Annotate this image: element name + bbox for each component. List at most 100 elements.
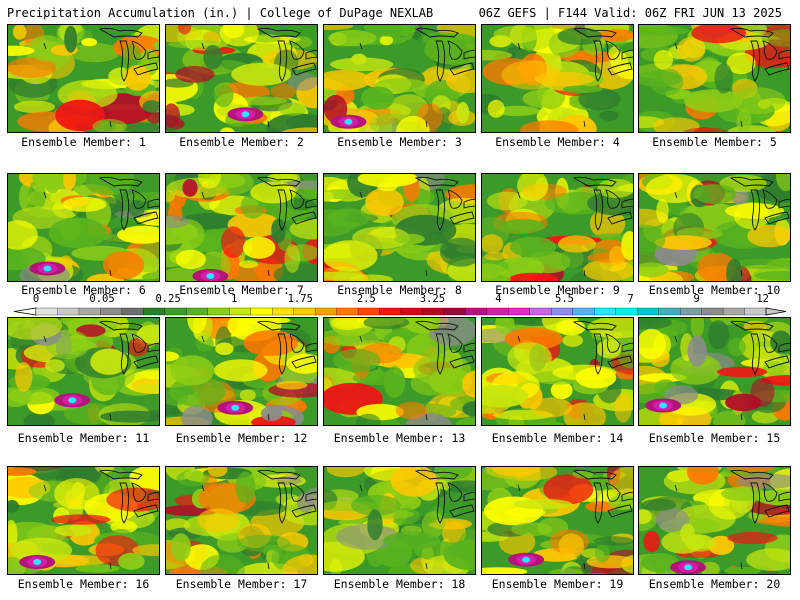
colorbar-swatch [744, 307, 767, 316]
heavy-precip-peak [522, 556, 531, 563]
precip-contour-blob [455, 417, 475, 425]
precip-contour-blob [8, 57, 57, 78]
precip-contour-blob [599, 110, 619, 121]
great-lakes-outline [414, 469, 475, 524]
precip-contour-blob [562, 334, 583, 347]
precip-contour-blob [237, 96, 288, 106]
great-lakes-outline [414, 320, 475, 375]
colorbar-tick-label: 1 [231, 293, 238, 305]
colorbar-tick-label: 0 [32, 293, 40, 305]
precip-map-svg [482, 318, 633, 425]
precip-contour-blob [726, 258, 743, 281]
state-border-tick [43, 335, 112, 421]
precip-contour-blob [377, 182, 398, 192]
colorbar-swatch [272, 307, 295, 316]
precip-contour-blob [282, 554, 317, 574]
ensemble-member-label: Ensemble Member: 2 [179, 135, 304, 149]
precip-contour-blob [132, 544, 159, 557]
precip-contour-blob [683, 89, 743, 113]
precip-contour-blob [175, 66, 215, 83]
precip-contour-blob [534, 71, 595, 87]
colorbar-swatch [551, 307, 574, 316]
precip-contour-blob [327, 208, 370, 228]
precip-contour-blob [166, 351, 180, 362]
precip-contour-blob [754, 271, 790, 281]
precip-contour-blob [170, 533, 191, 562]
precip-contour-blob [187, 318, 207, 334]
map-title: Precipitation Accumulation (in.) | Colle… [7, 6, 434, 20]
precip-contour-blob [92, 119, 127, 132]
great-lakes-outline [256, 469, 317, 524]
ensemble-member-label: Ensemble Member: 9 [495, 283, 620, 297]
colorbar-swatch [400, 307, 423, 316]
precip-contour-blob [614, 393, 632, 423]
precip-contour-blob [324, 70, 371, 91]
great-lakes-outline [98, 469, 159, 524]
great-lakes-outline [256, 320, 317, 375]
great-lakes-outline [572, 320, 633, 375]
colorbar-swatch [422, 307, 445, 316]
precip-contour-blob [170, 355, 215, 386]
precip-contour-blob [726, 52, 756, 75]
precip-contour-blob [716, 366, 768, 378]
great-lakes-outline [729, 176, 790, 231]
state-border-tick [201, 42, 270, 128]
precip-contour-blob [8, 386, 60, 405]
precip-contour-blob [608, 495, 633, 511]
precip-contour-blob [562, 85, 603, 93]
great-lakes-outline [729, 320, 790, 375]
model-run-label: 06Z GEFS | F144 Valid: 06Z FRI JUN 13 20… [478, 6, 782, 20]
precip-contour-blob [558, 533, 585, 559]
ensemble-member-label: Ensemble Member: 16 [17, 577, 150, 591]
precip-contour-blob [493, 25, 541, 44]
heavy-precip-peak [33, 559, 42, 566]
colorbar-tick-label: 12 [756, 293, 770, 305]
precip-contour-blob [103, 250, 145, 280]
state-border-tick [359, 484, 428, 570]
precip-map-svg [8, 467, 159, 574]
colorbar-swatch [121, 307, 144, 316]
precip-contour-blob [286, 114, 317, 132]
precip-map-svg [639, 318, 790, 425]
precip-contour-blob [639, 328, 666, 360]
precip-contour-blob [680, 523, 695, 545]
precip-contour-blob [271, 218, 286, 244]
precip-contour-blob [520, 120, 578, 132]
precip-contour-blob [64, 25, 78, 53]
precip-contour-blob [8, 220, 38, 250]
precip-contour-blob [746, 548, 790, 571]
precip-map-svg [166, 467, 317, 574]
colorbar-tick-label: 0.05 [89, 293, 115, 305]
precip-contour-blob [213, 174, 246, 189]
precip-contour-blob [328, 30, 377, 47]
precip-contour-blob [549, 568, 584, 574]
precip-contour-blob [287, 72, 317, 91]
colorbar-swatch [35, 307, 58, 316]
ensemble-member-map [323, 466, 476, 575]
state-border-tick [674, 484, 743, 570]
ensemble-member-label: Ensemble Member: 7 [179, 283, 304, 297]
precip-contour-blob [509, 236, 556, 258]
ensemble-member-label: Ensemble Member: 12 [175, 431, 308, 445]
colorbar-tick-label: 0.25 [155, 293, 181, 305]
precip-contour-blob [75, 324, 106, 337]
precip-contour-blob [734, 258, 790, 270]
ensemble-member-map [165, 173, 318, 282]
precip-contour-blob [250, 181, 297, 204]
precip-contour-blob [645, 174, 704, 203]
colorbar-tick-label: 4 [495, 293, 502, 305]
precip-contour-blob [175, 249, 206, 269]
precip-contour-blob [100, 410, 159, 423]
precip-contour-blob [462, 370, 475, 398]
precip-contour-blob [324, 240, 378, 272]
precip-contour-blob [543, 474, 594, 505]
precip-contour-blob [231, 62, 292, 86]
precip-contour-blob [182, 179, 198, 197]
precip-contour-blob [129, 199, 145, 218]
precip-contour-blob [439, 237, 475, 267]
precip-contour-blob [181, 405, 213, 425]
ensemble-member-map [638, 24, 791, 133]
precip-contour-blob [237, 534, 291, 552]
precip-contour-blob [639, 318, 672, 330]
precip-contour-blob [166, 103, 181, 128]
